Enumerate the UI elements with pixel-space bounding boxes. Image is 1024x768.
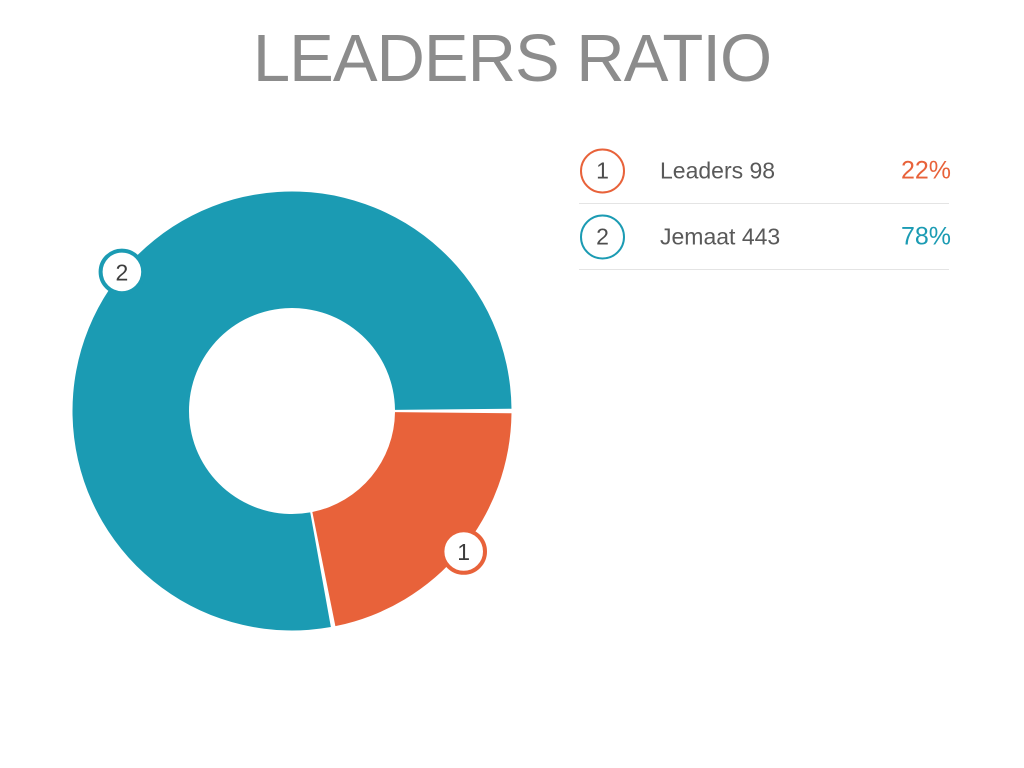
svg-text:2: 2 [116,259,129,285]
svg-text:1: 1 [457,539,470,565]
